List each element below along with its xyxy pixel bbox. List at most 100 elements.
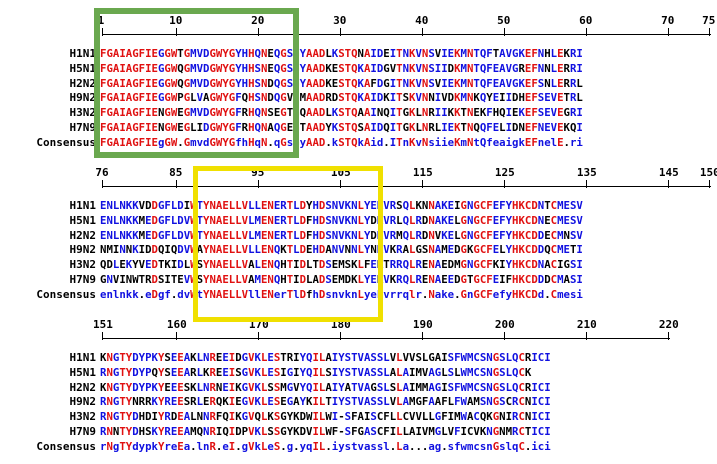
ruler-number: 220: [658, 318, 679, 331]
ruler-tick: [421, 28, 423, 36]
sequence-label: H9N2: [69, 395, 97, 409]
ruler-numbers: 1 10 20 30 40 50 60 70 75: [0, 14, 717, 28]
ruler-tick: [257, 332, 259, 340]
ruler-tick: [257, 180, 259, 188]
ruler-number: 75: [702, 14, 716, 27]
sequence-row: ENLNKKVDDGFLDIWTYNAELLVLLENERTLDYHDSNVKN…: [100, 199, 583, 212]
sequence-row: FGAIAGFIEGGWPGLVAGWYGFQHSNDQGVGMAADRDSTQ…: [100, 91, 583, 105]
sequence-label: H1N1: [69, 199, 97, 212]
ruler-tick: [175, 180, 177, 188]
sequence-label: H3N2: [69, 410, 97, 424]
ruler-numbers: 76 85 95 105 115 125 135 145 150: [0, 166, 717, 180]
ruler-tick: [102, 28, 103, 36]
ruler-tick: [175, 28, 177, 36]
sequence-label: H1N1: [69, 47, 97, 60]
ruler-tick: [421, 332, 423, 340]
ruler-tick: [503, 180, 505, 188]
sequence-label: Consensus: [36, 439, 96, 453]
sequence-row: FGAIAGFIEGGWTGMVDGWYGYHHQNEQGSGYAADLKSTQ…: [100, 47, 583, 60]
consensus-sequence: FGAIAGFIEgGW.GmvdGWYGfhHqN.qGsGyAAD.kSTQ…: [100, 135, 583, 149]
ruler-tick: [708, 28, 710, 36]
sequence-label: H3N2: [69, 258, 97, 272]
ruler-tick: [585, 332, 587, 340]
ruler-tick: [421, 180, 423, 188]
sequence-row: FGAIAGFIEGGWQGMVDGWYGYHHSNEQGSGYAADKESTQ…: [100, 61, 583, 75]
sequence-label: H1N1: [69, 351, 97, 364]
ruler-tick: [339, 180, 341, 188]
sequence-row: FGAIAGFIENGWEGLIDGWYGFRHQNAQGEGTAADYKSTQ…: [100, 121, 583, 134]
ruler-number: 151: [93, 318, 113, 331]
sequence-label: H5N1: [69, 61, 97, 75]
ruler-number: 145: [658, 166, 679, 179]
sequence-row: RNGTYDYPQYSEEARLKREEISGVKLESIGIYQILSIYST…: [100, 365, 532, 379]
ruler-number: 210: [576, 318, 597, 331]
ruler-tick: [102, 180, 103, 188]
ruler-line: [0, 331, 717, 345]
ruler-number: 76: [95, 166, 109, 179]
sequence-label: H3N2: [69, 106, 97, 120]
ruler-number: 40: [415, 14, 429, 27]
sequence-row: ENLNKKMEDGFLDVWTYNAELLVLMENERTLDFHDSNVKN…: [100, 228, 583, 242]
sequence-label: H2N2: [69, 380, 97, 394]
ruler-number: 1: [97, 14, 105, 27]
ruler-tick: [667, 180, 669, 188]
ruler-number: 200: [494, 318, 515, 331]
ruler-number: 85: [169, 166, 183, 179]
sequence-label: H7N9: [69, 121, 97, 134]
sequence-row: RNGTYNRRKYREESRLERQKIEGVKLESEGAYKILTIYST…: [100, 395, 551, 409]
sequence-label: H7N9: [69, 273, 97, 286]
ruler-number: 60: [579, 14, 593, 27]
sequence-label: H9N2: [69, 91, 97, 105]
ruler-number: 10: [169, 14, 183, 27]
sequence-label: H2N2: [69, 76, 97, 90]
sequence-row: QDLEKYVEDTKIDLWSYNAELLVALENQHTIDLTDSEMSK…: [100, 258, 583, 272]
ruler-tick: [175, 332, 177, 340]
sequence-label: H9N2: [69, 243, 97, 257]
ruler-numbers: 151 160 170 180 190 200 210 220: [0, 318, 717, 332]
consensus-sequence: rNgTYdypkYreEa.lnR.eI.gVkLeS.g.yqIL.iyst…: [100, 439, 551, 453]
ruler-number: 20: [251, 14, 265, 27]
sequence-label: H2N2: [69, 228, 97, 242]
sequence-row: ENLNKKMEDGFLDVWTYNAELLVLMENERTLDFHDSNVKN…: [100, 213, 583, 227]
sequence-row: NMINNKIDDQIQDVWAYNAELLVLLENQKTLDEHDANVNN…: [100, 243, 583, 257]
ruler-number: 135: [576, 166, 597, 179]
ruler-number: 170: [248, 318, 269, 331]
ruler-number: 160: [166, 318, 187, 331]
ruler-tick: [667, 28, 669, 36]
ruler-tick: [667, 332, 669, 340]
ruler-line: [0, 179, 717, 193]
sequence-row: FGAIAGFIENGWEGMVDGWYGFRHQNSEGTGQAADLKSTQ…: [100, 106, 583, 120]
sequence-row: KNGTYDYPKYEEESKLNRNEIKGVKLSSMGVYQILAIYAT…: [100, 380, 551, 394]
ruler-number: 50: [497, 14, 511, 27]
ruler-tick: [503, 28, 505, 36]
sequence-row: RNGTYDHDIYRDEALNNRFQIKGVQLKSGYKDWILWI-SF…: [100, 410, 551, 424]
ruler-number: 115: [412, 166, 433, 179]
ruler-number: 95: [251, 166, 265, 179]
ruler-number: 70: [661, 14, 675, 27]
ruler-tick: [708, 180, 710, 188]
sequence-label: Consensus: [36, 135, 96, 149]
sequence-row: KNGTYDYPKYSEEAKLNREEIDGVKLESTRIYQILAIYST…: [100, 351, 551, 364]
ruler-tick: [503, 332, 505, 340]
ruler-tick: [339, 332, 341, 340]
ruler-tick: [339, 28, 341, 36]
ruler-number: 180: [330, 318, 351, 331]
ruler-number: 150: [699, 166, 717, 179]
ruler-number: 190: [412, 318, 433, 331]
sequence-label: Consensus: [36, 287, 96, 301]
ruler-number: 105: [330, 166, 351, 179]
ruler-line: [0, 27, 717, 41]
sequence-label: H5N1: [69, 213, 97, 227]
sequence-label: H7N9: [69, 425, 97, 438]
sequence-row: FGAIAGFIEGGWQGMVDGWYGYHHSNDQGSGYAADKESTQ…: [100, 76, 583, 90]
ruler-tick: [585, 28, 587, 36]
ruler-tick: [102, 332, 103, 340]
ruler-tick: [257, 28, 259, 36]
ruler-number: 125: [494, 166, 515, 179]
sequence-row: RNNTYDHSKYREEAMQNRIQIDPVKLSSGYKDVILWF-SF…: [100, 425, 551, 438]
sequence-label: H5N1: [69, 365, 97, 379]
ruler-tick: [585, 180, 587, 188]
consensus-sequence: enlnkk.eDgf.dvWtYNAELLVllENerTlDfhDsnvkn…: [100, 287, 583, 301]
sequence-row: GNVINWTRDSITEVWSYNAELLVAMENQHTIDLADSEMDK…: [100, 273, 583, 286]
